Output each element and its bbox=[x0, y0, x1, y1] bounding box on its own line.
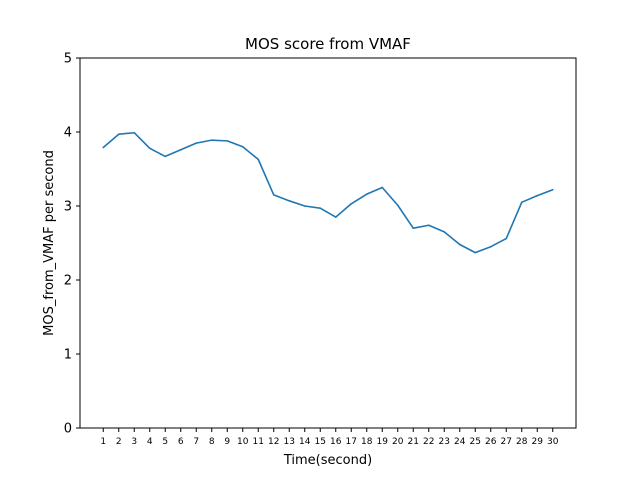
x-tick-label: 26 bbox=[485, 437, 497, 447]
data-point bbox=[133, 131, 136, 134]
x-tick-label: 9 bbox=[224, 437, 230, 447]
data-point bbox=[164, 155, 167, 158]
x-tick-label: 10 bbox=[237, 437, 249, 447]
x-tick-label: 22 bbox=[423, 437, 434, 447]
data-point bbox=[458, 243, 461, 246]
y-tick-label: 2 bbox=[64, 274, 72, 289]
x-tick-label: 5 bbox=[162, 437, 168, 447]
data-point bbox=[179, 148, 182, 151]
data-point bbox=[489, 245, 492, 248]
data-point bbox=[272, 194, 275, 196]
x-tick-label: 17 bbox=[346, 437, 357, 447]
x-tick-label: 19 bbox=[377, 437, 389, 447]
data-point bbox=[520, 201, 523, 204]
y-axis-label: MOS_from_VMAF per second bbox=[42, 150, 57, 336]
x-tick-label: 24 bbox=[454, 437, 466, 447]
x-tick-label: 3 bbox=[131, 437, 137, 447]
series-line bbox=[102, 131, 554, 254]
y-tick-label: 3 bbox=[64, 200, 72, 215]
y-tick-label: 5 bbox=[64, 52, 72, 67]
data-point bbox=[303, 205, 306, 207]
x-tick-label: 11 bbox=[253, 437, 264, 447]
x-tick-label: 15 bbox=[315, 437, 326, 447]
x-tick-label: 23 bbox=[439, 437, 450, 447]
x-tick-label: 1 bbox=[100, 437, 106, 447]
data-point bbox=[288, 200, 291, 202]
data-point bbox=[241, 146, 244, 148]
y-tick-label: 1 bbox=[64, 348, 72, 363]
data-point bbox=[381, 186, 384, 189]
x-tick-label: 7 bbox=[193, 437, 199, 447]
chart-title: MOS score from VMAF bbox=[245, 35, 411, 53]
data-point bbox=[536, 194, 539, 197]
x-tick-label: 8 bbox=[209, 437, 215, 447]
data-point bbox=[195, 142, 198, 144]
data-point bbox=[319, 207, 322, 210]
y-axis: 0 1 2 3 4 5 bbox=[64, 52, 80, 437]
x-tick-label: 25 bbox=[470, 437, 481, 447]
data-point bbox=[396, 204, 399, 207]
data-point bbox=[257, 158, 260, 161]
data-point bbox=[505, 237, 508, 240]
x-tick-label: 14 bbox=[299, 437, 311, 447]
x-tick-label: 13 bbox=[284, 437, 295, 447]
x-tick-label: 20 bbox=[392, 437, 404, 447]
x-tick-label: 2 bbox=[116, 437, 122, 447]
x-tick-label: 16 bbox=[330, 437, 342, 447]
data-point bbox=[334, 216, 337, 218]
x-tick-label: 12 bbox=[268, 437, 279, 447]
data-point bbox=[474, 251, 477, 254]
series-layer bbox=[102, 131, 554, 254]
x-tick-label: 28 bbox=[516, 437, 528, 447]
x-tick-label: 6 bbox=[178, 437, 184, 447]
data-point bbox=[365, 193, 368, 195]
x-tick-label: 27 bbox=[501, 437, 512, 447]
data-point bbox=[210, 139, 213, 141]
x-tick-label: 30 bbox=[547, 437, 559, 447]
y-tick-label: 0 bbox=[64, 422, 72, 437]
data-point bbox=[102, 146, 105, 149]
x-axis: 1 2 3 4 5 6 7 8 9 10 11 12 13 14 15 16 17 18 19 20 21 22 23 24 2… bbox=[100, 428, 559, 447]
data-point bbox=[148, 147, 151, 150]
x-tick-label: 4 bbox=[147, 437, 153, 447]
data-point bbox=[117, 133, 120, 136]
plot-area bbox=[79, 57, 577, 429]
x-axis-label: Time(second) bbox=[283, 453, 372, 468]
data-point bbox=[350, 202, 353, 205]
data-point bbox=[551, 188, 554, 191]
data-point bbox=[226, 140, 229, 142]
x-tick-label: 18 bbox=[361, 437, 373, 447]
data-point bbox=[443, 231, 446, 233]
data-point bbox=[427, 224, 430, 227]
x-tick-label: 21 bbox=[408, 437, 419, 447]
data-point bbox=[412, 227, 415, 229]
x-tick-label: 29 bbox=[532, 437, 544, 447]
y-tick-label: 4 bbox=[64, 126, 72, 141]
